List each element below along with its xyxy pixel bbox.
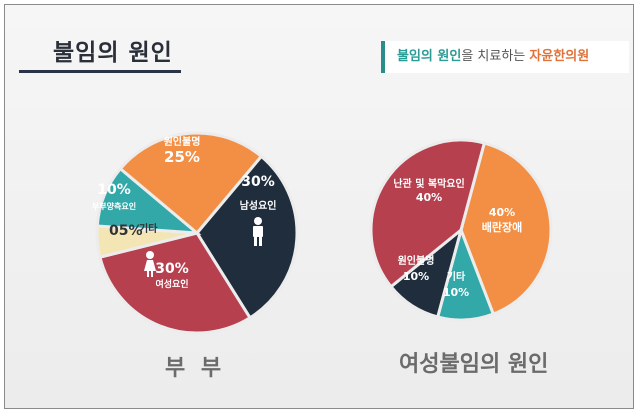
pie1-slice-4-label: 원인불명 <box>164 135 201 148</box>
pie-caption-female: 여성불임의 원인 <box>399 352 549 377</box>
female-person-icon <box>144 251 156 277</box>
pie1-slice-0 <box>195 154 299 320</box>
page-title: 불임의 원인 <box>53 40 173 66</box>
brand-text-middle: 을 치료하는 <box>461 49 530 64</box>
pie2-slice-2-value: 10% <box>403 270 429 283</box>
pie1-slice-1-value: 30% <box>155 261 189 277</box>
brand-clinic-name: 자윤한의원 <box>529 49 590 64</box>
pie1-slice-4 <box>118 131 264 236</box>
pie1-slice-2-label: 기타 <box>139 222 158 235</box>
pie1-slice-1 <box>98 231 253 335</box>
pie2-slice-2-label: 원인불명 <box>398 254 435 267</box>
pie2-slice-0-value: 40% <box>489 206 515 219</box>
pie2-slice-3 <box>369 138 487 289</box>
pie1-slice-0-label: 남성요인 <box>240 199 277 212</box>
brand-banner: 불임의 원인을 치료하는 자윤한의원 <box>381 41 629 73</box>
pie1-slice-2-value: 05% <box>109 223 143 239</box>
male-person-icon <box>253 217 263 246</box>
pie2-slice-0 <box>459 141 553 316</box>
pie2-slice-3-label: 난관 및 복막요인 <box>393 177 464 190</box>
brand-text-highlight: 불임의 원인 <box>397 49 462 64</box>
pie2-slice-1-value: 10% <box>443 286 469 299</box>
pie1-slice-3-label: 부부양측요인 <box>92 201 136 211</box>
pie1-slice-3-value: 10% <box>97 182 131 198</box>
pie1-slice-4-value: 25% <box>164 148 200 166</box>
infographic-frame: 불임의 원인 불임의 원인을 치료하는 자윤한의원 30% 남성요인 30% 여성요인… <box>4 4 634 409</box>
pie-caption-couple: 부 부 <box>165 356 226 381</box>
pie2-slice-3-value: 40% <box>416 191 442 204</box>
pie2-slice-1-label: 기타 <box>447 270 466 283</box>
pie1-slice-1-label: 여성요인 <box>155 278 188 290</box>
pie1-slice-0-value: 30% <box>241 174 275 190</box>
pie2-slice-0-label: 배란장애 <box>482 220 522 234</box>
title-underline <box>19 70 181 73</box>
